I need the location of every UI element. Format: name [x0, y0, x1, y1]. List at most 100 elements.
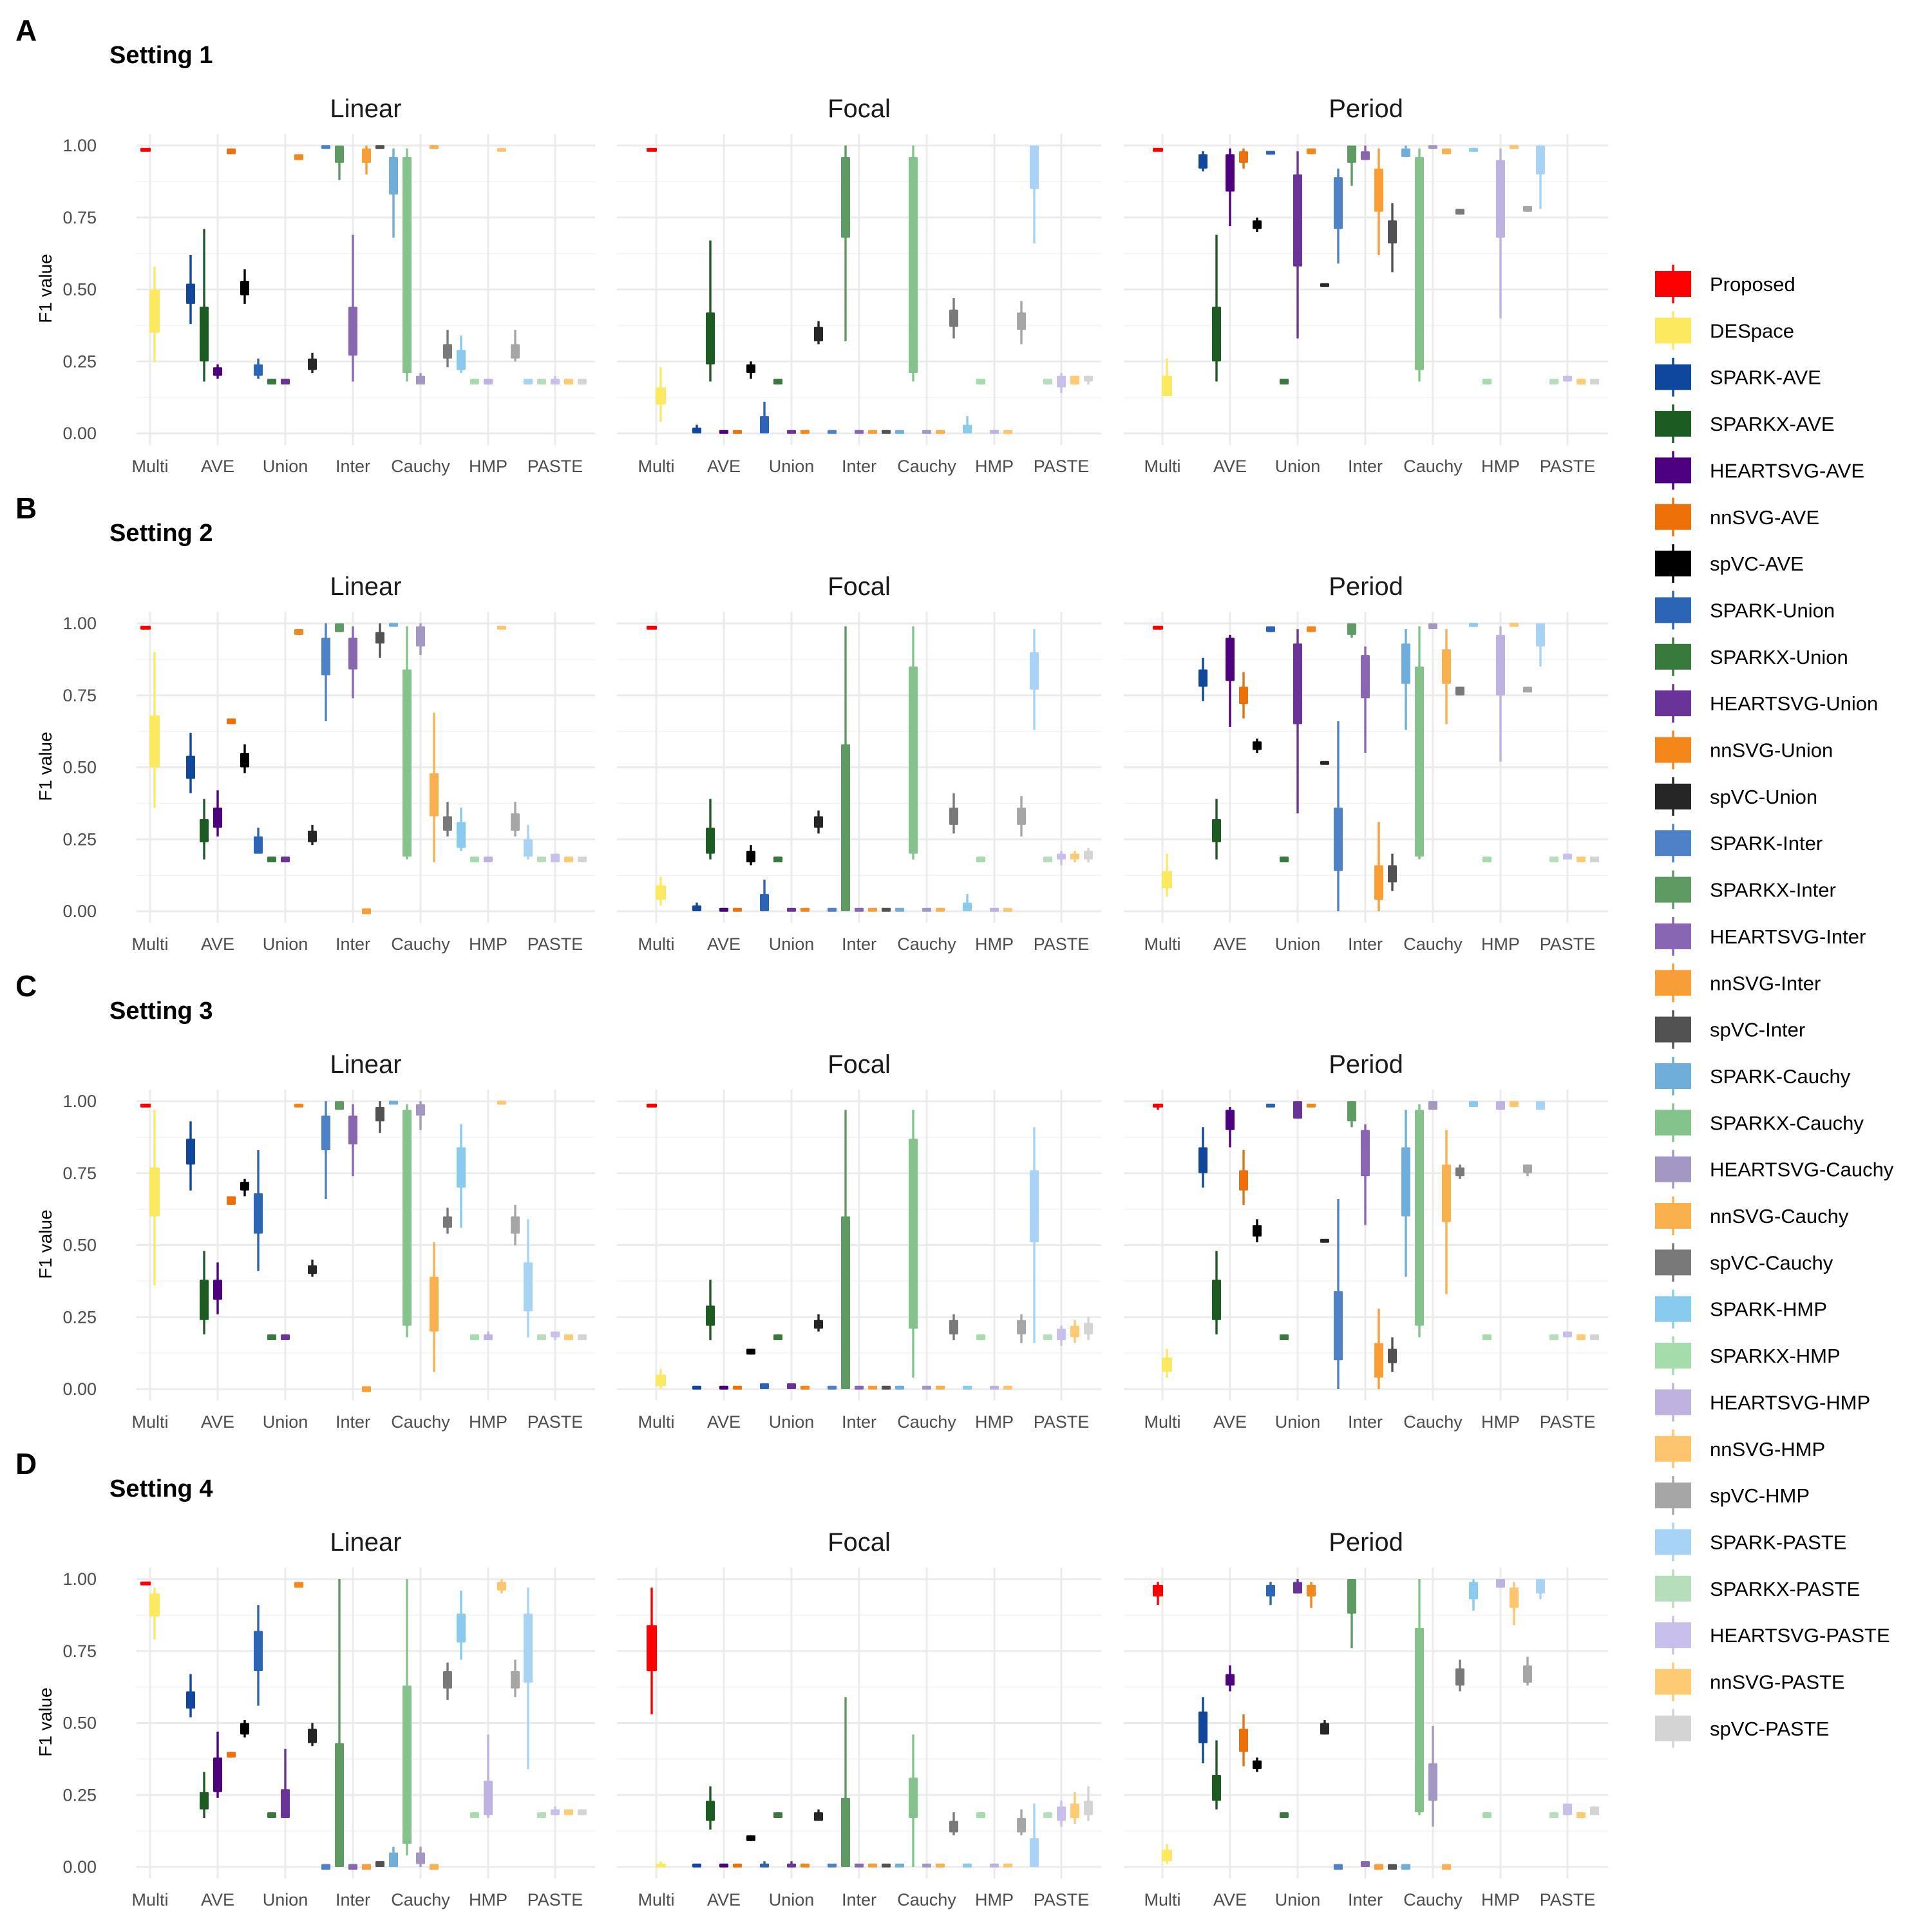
- box-sparkx-inter-box: [335, 623, 344, 632]
- box-spark-union-box: [254, 1631, 263, 1672]
- x-tick-label: Cauchy: [897, 1412, 956, 1432]
- x-tick-label: Cauchy: [897, 934, 956, 954]
- x-tick-label: AVE: [1213, 1890, 1247, 1909]
- x-tick-label: Cauchy: [1403, 1890, 1463, 1909]
- legend-key: [1655, 923, 1691, 949]
- x-tick-label: Inter: [1348, 1412, 1383, 1432]
- box-proposed-box: [647, 1625, 657, 1672]
- box-nnsvg-cauchy-box: [936, 1385, 945, 1390]
- box-spark-union-box: [760, 894, 769, 911]
- y-axis-title: F1 value: [35, 254, 55, 323]
- box-sparkx-union-box: [1280, 379, 1289, 385]
- box-spark-ave-box: [692, 428, 701, 433]
- legend-key: [1655, 1575, 1691, 1602]
- box-spark-union-box: [254, 364, 263, 376]
- box-nnsvg-paste-box: [1070, 375, 1079, 385]
- y-tick-label: 0.75: [62, 1642, 97, 1661]
- box-spark-union-box: [1266, 1103, 1275, 1108]
- x-tick-label: Multi: [1144, 1412, 1180, 1432]
- box-spvc-inter-box: [375, 145, 384, 149]
- legend-key: [1655, 1343, 1691, 1369]
- box-sparkx-paste-box: [537, 1334, 546, 1341]
- box-nnsvg-inter-box: [362, 148, 371, 163]
- y-axis-title: F1 value: [35, 1687, 55, 1756]
- facet-period: Period Multi AVE Union Inter Cauchy HMP PASTE: [1124, 95, 1608, 476]
- legend-item-spvc-ave: spVC-AVE: [1655, 544, 1804, 583]
- y-tick-label: 0.50: [62, 1236, 97, 1255]
- panel-label: B: [15, 491, 37, 525]
- box-nnsvg-cauchy-box: [1442, 1164, 1451, 1222]
- legend-key: [1655, 411, 1691, 437]
- box-sparkx-ave-box: [1212, 1280, 1221, 1320]
- box-sparkx-paste-box: [537, 379, 546, 385]
- legend-item-spvc-inter: spVC-Inter: [1655, 1010, 1805, 1049]
- box-nnsvg-union-box: [294, 154, 303, 160]
- box-heartsvg-paste-box: [1057, 375, 1066, 388]
- box-spark-ave-box: [1198, 1147, 1208, 1173]
- box-spark-ave-box: [1198, 154, 1208, 169]
- box-heartsvg-union-box: [281, 1789, 290, 1819]
- facet-focal: Focal Multi AVE Union Inter Cauchy HMP PASTE: [617, 95, 1101, 476]
- legend-key: [1655, 1669, 1691, 1695]
- box-spvc-cauchy-box: [443, 1671, 452, 1689]
- legend-label: nnSVG-PASTE: [1710, 1671, 1845, 1694]
- box-spvc-paste-box: [578, 1334, 587, 1341]
- x-tick-label: Multi: [1144, 457, 1180, 476]
- x-tick-label: Union: [769, 1412, 815, 1432]
- x-tick-label: Cauchy: [391, 1890, 450, 1909]
- box-sparkx-ave-box: [706, 828, 715, 854]
- box-nnsvg-cauchy-box: [936, 907, 945, 912]
- box-nnsvg-cauchy-box: [1442, 148, 1451, 155]
- y-tick-label: 0.00: [62, 902, 97, 921]
- box-despace-box: [1162, 375, 1172, 396]
- box-sparkx-inter-box: [335, 1101, 344, 1110]
- box-spvc-paste-box: [578, 857, 587, 863]
- box-heartsvg-inter-box: [1361, 1130, 1370, 1177]
- legend-key: [1655, 1110, 1691, 1136]
- box-despace-box: [656, 885, 666, 900]
- legend-item-sparkx-paste: SPARKX-PASTE: [1655, 1569, 1860, 1608]
- box-spark-hmp-box: [963, 902, 972, 911]
- box-heartsvg-cauchy-box: [922, 430, 931, 434]
- box-sparkx-ave-box: [200, 819, 209, 842]
- box-spark-ave-box: [692, 905, 701, 911]
- box-spvc-union-box: [814, 327, 823, 341]
- box-nnsvg-union-box: [1307, 1584, 1316, 1596]
- box-proposed-box: [140, 147, 151, 152]
- setting-title: Setting 1: [109, 42, 213, 69]
- box-sparkx-inter-box: [335, 146, 344, 163]
- box-spvc-hmp-box: [1523, 1665, 1532, 1683]
- box-spvc-union-box: [1320, 761, 1329, 765]
- box-spark-cauchy-box: [895, 1385, 904, 1390]
- box-spvc-cauchy-box: [443, 1216, 452, 1228]
- legend-item-nnsvg-hmp: nnSVG-HMP: [1655, 1429, 1825, 1468]
- legend-key: [1655, 1016, 1691, 1043]
- legend-label: spVC-Cauchy: [1710, 1251, 1833, 1274]
- legend-item-spark-union: SPARK-Union: [1655, 591, 1835, 630]
- x-tick-label: AVE: [707, 457, 741, 476]
- box-nnsvg-paste-box: [1070, 1325, 1079, 1338]
- box-heartsvg-paste-box: [1563, 1331, 1572, 1338]
- x-tick-label: AVE: [707, 934, 741, 954]
- y-tick-label: 1.00: [62, 1569, 97, 1589]
- box-sparkx-union-box: [773, 1812, 782, 1819]
- box-spark-union-box: [254, 1193, 263, 1234]
- box-heartsvg-ave-box: [719, 1863, 728, 1868]
- box-sparkx-ave-box: [1212, 819, 1221, 842]
- box-spark-union-box: [760, 1863, 769, 1868]
- legend-key: [1655, 457, 1691, 484]
- legend-key: [1655, 1156, 1691, 1182]
- x-tick-label: HMP: [469, 457, 507, 476]
- box-heartsvg-ave-box: [719, 430, 728, 434]
- box-heartsvg-hmp-box: [484, 379, 493, 385]
- legend-key: [1655, 1063, 1691, 1089]
- box-nnsvg-hmp-box: [1510, 623, 1519, 627]
- box-spark-cauchy-box: [895, 1863, 904, 1868]
- box-despace-box: [149, 715, 160, 768]
- box-sparkx-hmp-box: [976, 379, 985, 385]
- box-heartsvg-union-box: [1293, 1101, 1302, 1119]
- y-tick-label: 0.50: [62, 280, 97, 299]
- box-spark-union-box: [1266, 1584, 1275, 1596]
- box-spvc-union-box: [308, 358, 317, 370]
